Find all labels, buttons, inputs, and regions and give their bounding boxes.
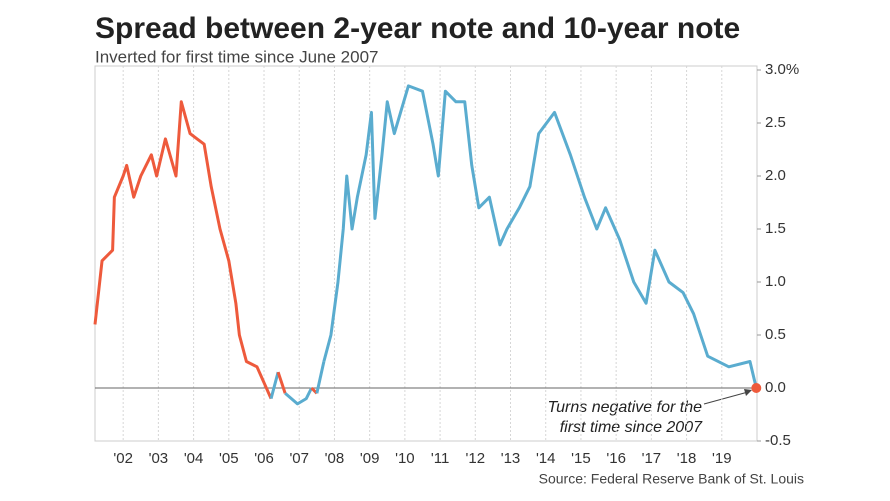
- y-tick-label: 2.5: [765, 114, 786, 131]
- line: [315, 361, 326, 394]
- line: [322, 84, 758, 389]
- x-tick-label: '17: [642, 450, 662, 467]
- annotation-arrow: [703, 391, 749, 405]
- chart-subtitle: Inverted for first time since June 2007: [95, 47, 378, 66]
- line: [93, 100, 273, 400]
- y-tick-label: 1.0: [765, 273, 786, 290]
- x-tick-label: '11: [431, 450, 449, 467]
- x-tick-label: '18: [677, 450, 697, 467]
- y-tick-label: 0.0: [765, 379, 786, 396]
- annotation: Turns negative for the: [548, 399, 703, 416]
- y-tick-label: 1.5: [765, 220, 786, 237]
- x-tick-label: '05: [219, 450, 239, 467]
- x-tick-label: '04: [184, 450, 204, 467]
- x-tick-label: '06: [254, 450, 274, 467]
- arrow-head: [744, 389, 752, 396]
- x-tick-label: '12: [466, 450, 486, 467]
- source: Source: Federal Reserve Bank of St. Loui…: [539, 471, 804, 487]
- line: [284, 387, 313, 406]
- x-tick-label: '19: [712, 450, 732, 467]
- x-tick-label: '02: [113, 450, 133, 467]
- x-tick-label: '14: [536, 450, 556, 467]
- x-tick-label: '10: [395, 450, 415, 467]
- annotation: first time since 2007: [560, 419, 703, 436]
- x-tick-label: '13: [501, 450, 521, 467]
- y-tick-label: 0.5: [765, 326, 786, 343]
- x-tick-label: '09: [360, 450, 380, 467]
- x-tick-label: '16: [606, 450, 626, 467]
- last-point: [751, 383, 762, 393]
- line: [276, 371, 287, 394]
- line: [269, 371, 280, 399]
- x-tick-label: '08: [325, 450, 345, 467]
- plot-frame: [94, 65, 758, 442]
- y-tick-label: -0.5: [765, 432, 791, 449]
- y-tick-label: 3.0%: [765, 61, 799, 78]
- x-tick-label: '03: [149, 450, 169, 467]
- x-tick-label: '15: [571, 450, 591, 467]
- chart-title: Spread between 2-year note and 10-year n…: [95, 12, 740, 45]
- x-tick-label: '07: [289, 450, 309, 467]
- y-tick-label: 2.0: [765, 167, 786, 184]
